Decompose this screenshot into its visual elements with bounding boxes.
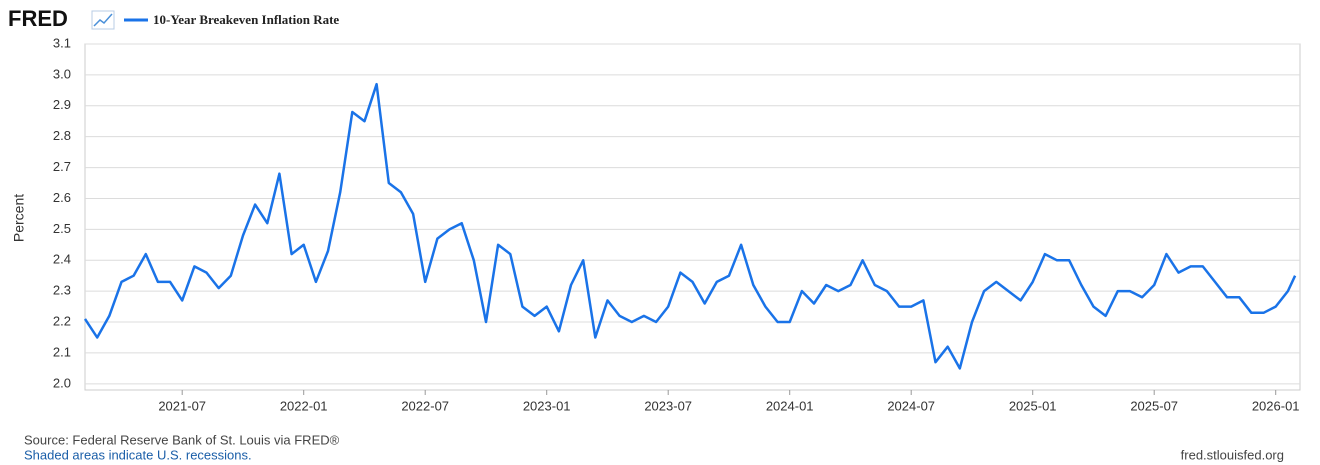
x-tick-label: 2022-01 (280, 398, 328, 413)
legend-label: 10-Year Breakeven Inflation Rate (153, 12, 339, 27)
logo-frame (91, 10, 115, 30)
url: fred.stlouisfed.org (1181, 447, 1284, 462)
y-tick-label: 2.8 (53, 128, 71, 143)
x-tick-label: 2021-07 (158, 398, 206, 413)
y-tick-label: 2.4 (53, 252, 71, 267)
y-tick-label: 2.7 (53, 159, 71, 174)
y-tick-label: 2.2 (53, 313, 71, 328)
source: Source: Federal Reserve Bank of St. Loui… (24, 432, 340, 447)
y-tick-label: 2.9 (53, 97, 71, 112)
y-tick-label: 3.0 (53, 66, 71, 81)
y-tick-label: 2.6 (53, 190, 71, 205)
x-tick-label: 2026-01 (1252, 398, 1300, 413)
series-line (83, 82, 1297, 370)
y-tick-label: 2.3 (53, 283, 71, 298)
x-tick-label: 2023-01 (523, 398, 571, 413)
x-tick-label: 2024-07 (887, 398, 935, 413)
x-tick-label: 2023-07 (644, 398, 692, 413)
y-tick-label: 3.1 (53, 35, 71, 50)
y-tick-label: 2.0 (53, 375, 71, 390)
y-tick-label: 2.1 (53, 344, 71, 359)
recession-note: Shaded areas indicate U.S. recessions. (24, 447, 252, 462)
logo: FRED (8, 6, 68, 31)
x-tick-label: 2025-01 (1009, 398, 1057, 413)
x-tick-label: 2024-01 (766, 398, 814, 413)
y-axis-label: Percent (11, 194, 27, 242)
logo-icon (93, 13, 113, 27)
y-tick-label: 2.5 (53, 221, 71, 236)
x-tick-label: 2025-07 (1130, 398, 1178, 413)
x-tick-label: 2022-07 (401, 398, 449, 413)
